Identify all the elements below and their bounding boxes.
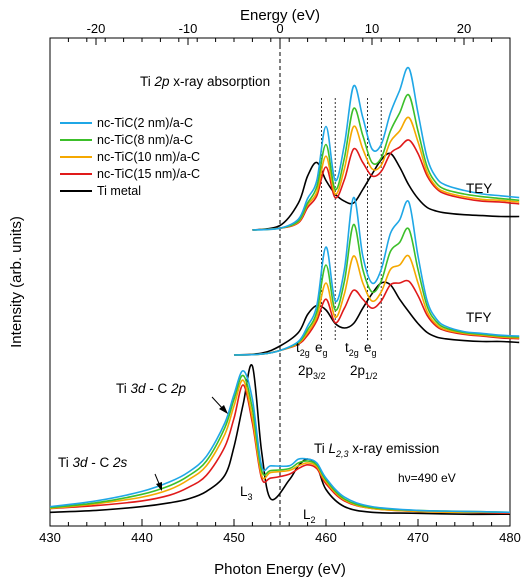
spectra-curves (49, 66, 520, 516)
x-tick-label: 450 (223, 530, 245, 545)
series-line-tfy-3 (233, 279, 520, 356)
y-axis-title: Intensity (arb. units) (8, 216, 25, 348)
p32-label: 2p3/2 (298, 363, 326, 381)
series-line-tfy-2 (233, 254, 520, 356)
top-tick-label: 0 (276, 21, 283, 36)
series-line-emission-0 (49, 370, 511, 514)
series-line-tfy-0 (233, 196, 520, 356)
series-line-tey-4 (252, 152, 520, 231)
x-tick-label: 460 (315, 530, 337, 545)
top-tick-label: -10 (179, 21, 198, 36)
ti3d-c2s-arrow-head (156, 482, 162, 491)
series-line-tey-1 (252, 93, 520, 231)
top-tick-label: -20 (87, 21, 106, 36)
series-line-tey-3 (252, 139, 520, 231)
emission-title: Ti L2,3 x-ray emission (314, 441, 439, 459)
p12-label: 2p1/2 (350, 363, 378, 381)
series-line-tey-0 (252, 66, 520, 231)
legend-label-ti-metal: Ti metal (97, 184, 141, 198)
x-tick-label: 480 (499, 530, 521, 545)
x-tick-label: 440 (131, 530, 153, 545)
series-line-tey-2 (252, 116, 520, 231)
top-tick-label: 20 (457, 21, 471, 36)
ti3d-c2s-label: Ti 3d - C 2s (58, 455, 128, 470)
photon-energy-label: hν=490 eV (398, 471, 456, 485)
eg-label-1: eg (315, 340, 328, 358)
ti3d-c2p-arrow-head (219, 405, 228, 414)
legend: nc-TiC(2 nm)/a-C nc-TiC(8 nm)/a-C nc-TiC… (60, 116, 200, 198)
series-line-emission-1 (49, 374, 511, 514)
top-axis-title: Energy (eV) (240, 7, 320, 24)
series-line-tfy-4 (233, 281, 520, 356)
tfy-label: TFY (466, 310, 492, 325)
legend-label-8nm: nc-TiC(8 nm)/a-C (97, 133, 193, 147)
t2g-label-1: t2g (296, 340, 310, 358)
legend-label-10nm: nc-TiC(10 nm)/a-C (97, 150, 200, 164)
top-tick-label: 10 (365, 21, 379, 36)
legend-label-2nm: nc-TiC(2 nm)/a-C (97, 116, 193, 130)
series-line-emission-2 (49, 379, 511, 514)
x-axis-title: Photon Energy (eV) (214, 561, 346, 578)
l3-label: L3 (240, 484, 253, 502)
absorption-title: Ti 2p x-ray absorption (140, 74, 270, 89)
legend-label-15nm: nc-TiC(15 nm)/a-C (97, 167, 200, 181)
t2g-label-2: t2g (345, 340, 359, 358)
series-line-tfy-1 (233, 223, 520, 356)
axis-ticks: 430 440 450 460 470 480 -20 -10 0 10 20 (39, 21, 521, 545)
tey-label: TEY (466, 181, 492, 196)
eg-label-2: eg (364, 340, 377, 358)
x-tick-label: 430 (39, 530, 61, 545)
l2-label: L2 (303, 507, 316, 525)
x-tick-label: 470 (407, 530, 429, 545)
ti3d-c2p-label: Ti 3d - C 2p (116, 381, 187, 396)
